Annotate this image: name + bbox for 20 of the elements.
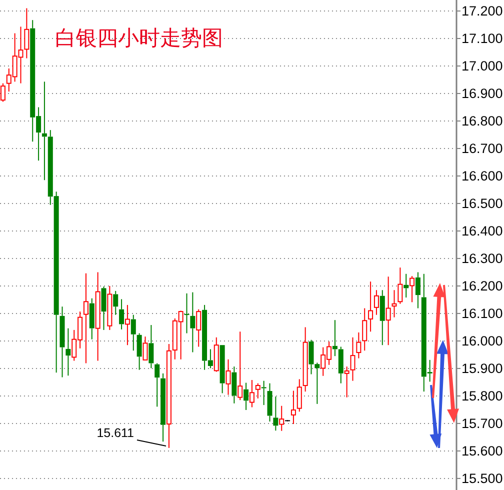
y-tick-label: 15.600 bbox=[462, 443, 503, 458]
y-tick-label: 16.300 bbox=[462, 250, 503, 266]
y-tick-label: 17.100 bbox=[462, 30, 503, 46]
y-tick-label: 16.100 bbox=[462, 306, 503, 321]
y-tick-label: 16.500 bbox=[462, 196, 503, 211]
y-tick-label: 15.900 bbox=[462, 360, 503, 376]
annotation: 15.611 bbox=[96, 426, 134, 440]
y-tick-label: 16.000 bbox=[462, 333, 503, 348]
y-tick-label: 17.000 bbox=[462, 58, 503, 74]
y-tick-label: 16.400 bbox=[462, 223, 503, 238]
y-tick-label: 16.800 bbox=[462, 113, 503, 128]
y-tick-label: 16.600 bbox=[462, 168, 503, 184]
y-tick-label: 15.800 bbox=[462, 388, 503, 404]
y-tick-label: 16.200 bbox=[462, 278, 503, 294]
y-tick-label: 15.700 bbox=[462, 416, 503, 431]
y-tick-label: 17.200 bbox=[462, 4, 503, 18]
y-tick-label: 16.900 bbox=[462, 86, 503, 101]
y-tick-label: 15.500 bbox=[462, 470, 503, 486]
text: 白银四小时走势图 bbox=[55, 26, 223, 50]
y-tick-label: 16.700 bbox=[462, 140, 503, 156]
